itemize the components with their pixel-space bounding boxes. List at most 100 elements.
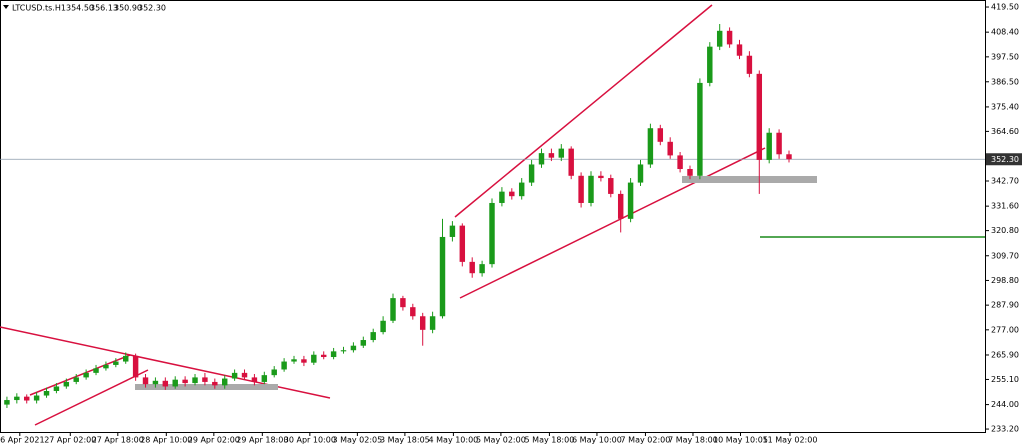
candle-body <box>103 364 109 369</box>
candle-body <box>192 377 198 384</box>
candle-body <box>736 44 743 56</box>
y-tick-label: 233.20 <box>991 425 1019 434</box>
candle-body <box>588 175 594 203</box>
candle-body <box>123 355 129 362</box>
candle-body <box>152 380 159 385</box>
candle-body <box>291 359 297 362</box>
candle-body <box>716 30 723 47</box>
candle-body <box>667 141 673 156</box>
candle-body <box>578 175 584 203</box>
candle-body <box>657 128 664 142</box>
candle-body <box>93 368 99 373</box>
x-tick-label: 10 May 10:05 <box>713 436 768 445</box>
y-tick-label: 364.60 <box>991 127 1019 136</box>
candle-body <box>637 164 644 183</box>
candle-body <box>429 316 436 330</box>
candle-body <box>489 202 495 265</box>
candle-body <box>340 350 347 352</box>
candle-body <box>132 355 139 378</box>
candle-body <box>528 164 535 183</box>
candle-body <box>459 225 466 262</box>
candle-body <box>221 378 228 386</box>
x-tick-label: 28 Apr 10:00 <box>140 436 192 445</box>
candle-body <box>479 264 485 274</box>
candle-body <box>33 395 40 401</box>
x-tick-label: 26 Apr 2021 <box>0 436 45 445</box>
x-tick-label: 27 Apr 18:00 <box>92 436 144 445</box>
candle-body <box>380 320 386 333</box>
y-tick-label: 375.40 <box>991 102 1019 111</box>
trend-line <box>454 4 713 218</box>
y-tick-label: 342.70 <box>991 177 1019 186</box>
candle-body <box>281 361 287 370</box>
y-tick-label: 244.00 <box>991 400 1019 409</box>
candle-body <box>598 175 604 179</box>
candle-body <box>14 396 20 401</box>
trend-line <box>459 147 766 299</box>
candle-body <box>687 168 693 176</box>
candle-body <box>499 191 505 203</box>
x-tick-label: 7 May 18:00 <box>668 436 718 445</box>
x-tick-label: 29 Apr 18:00 <box>236 436 288 445</box>
candle-body <box>330 351 337 358</box>
candle-body <box>617 193 624 219</box>
candle-body <box>320 354 327 358</box>
candle-body <box>627 182 634 219</box>
candle-body <box>182 379 188 384</box>
candle-body <box>43 390 50 396</box>
candle-body <box>4 400 10 405</box>
candle-body <box>766 132 772 160</box>
candle-body <box>301 359 307 363</box>
candle-body <box>370 332 376 341</box>
y-tick-label: 265.90 <box>991 350 1019 359</box>
candle-body <box>202 377 208 382</box>
candle-body <box>360 340 367 346</box>
candle-body <box>786 154 792 160</box>
y-tick-label: 408.40 <box>991 28 1019 37</box>
x-tick-label: 7 May 02:00 <box>621 436 671 445</box>
candle-body <box>63 381 70 387</box>
candle-body <box>697 82 703 176</box>
candle-body <box>231 372 238 379</box>
ohlc-high: 356.13 <box>90 4 118 13</box>
x-tick-label: 5 May 18:00 <box>525 436 575 445</box>
candle-body <box>400 298 406 308</box>
y-tick-label: 419.50 <box>991 3 1019 12</box>
candle-body <box>53 386 60 391</box>
y-tick-label: 255.10 <box>991 375 1019 384</box>
ohlc-low: 350.90 <box>114 4 142 13</box>
candle-body <box>73 377 79 382</box>
y-tick-label: 397.50 <box>991 52 1019 61</box>
current-price-box <box>986 153 1022 166</box>
candle-body <box>608 178 614 194</box>
candle-body <box>677 155 683 169</box>
y-tick-label: 287.90 <box>991 301 1019 310</box>
candle-body <box>756 73 763 160</box>
y-tick-label: 277.00 <box>991 325 1019 334</box>
x-tick-label: 3 May 02:05 <box>332 436 382 445</box>
candle-body <box>439 236 446 317</box>
candle-body <box>469 261 475 274</box>
menu-arrow[interactable] <box>3 5 9 9</box>
candle-body <box>647 128 654 165</box>
x-tick-label: 30 Apr 10:00 <box>284 436 336 445</box>
y-tick-label: 320.80 <box>991 226 1019 235</box>
candle-body <box>311 354 317 363</box>
candle-body <box>251 377 258 382</box>
candle-body <box>212 381 218 386</box>
current-price-label: 352.30 <box>991 155 1019 164</box>
candle-body <box>419 316 426 330</box>
trend-line <box>34 369 149 426</box>
candle-body <box>707 46 713 83</box>
x-tick-label: 11 May 02:00 <box>763 436 818 445</box>
x-tick-label: 6 May 10:00 <box>572 436 622 445</box>
y-tick-label: 331.60 <box>991 202 1019 211</box>
candle-body <box>558 148 565 158</box>
x-tick-label: 27 Apr 02:00 <box>44 436 96 445</box>
candle-body <box>776 132 782 155</box>
candle-body <box>113 361 119 365</box>
y-tick-label: 298.80 <box>991 276 1019 285</box>
candle-body <box>172 379 178 387</box>
candle-body <box>271 369 277 376</box>
y-tick-label: 309.70 <box>991 251 1019 260</box>
